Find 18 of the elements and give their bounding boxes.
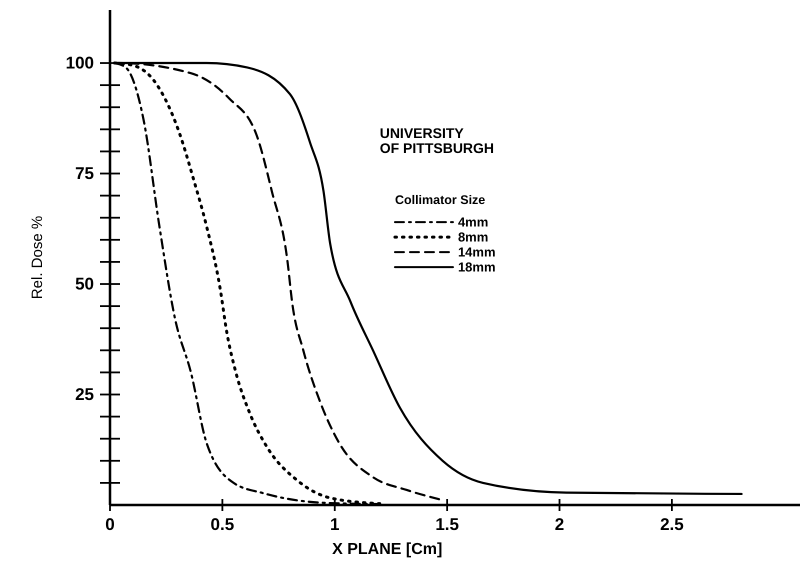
- y-axis-title: Rel. Dose %: [29, 216, 46, 300]
- x-tick-label: 2.5: [660, 515, 684, 534]
- legend-label: 4mm: [458, 214, 488, 230]
- y-tick-label: 50: [75, 274, 94, 294]
- x-tick-label: 0.5: [210, 515, 234, 534]
- x-axis-title: X PLANE [Cm]: [332, 541, 442, 558]
- x-tick-label: 0: [105, 515, 115, 534]
- legend-label: 14mm: [458, 244, 496, 260]
- legend-label: 18mm: [458, 260, 496, 275]
- annotation: UNIVERSITY OF PITTSBURGH: [380, 125, 494, 156]
- legend-label: 8mm: [458, 230, 488, 245]
- y-tick-label: 75: [75, 164, 94, 183]
- x-tick-label: 1: [330, 515, 340, 534]
- y-tick-label: 25: [75, 384, 94, 404]
- legend-title: Collimator Size: [394, 193, 486, 208]
- x-tick-label: 1.5: [435, 515, 459, 534]
- y-tick-label: 100: [66, 53, 94, 72]
- x-tick-label: 2: [554, 515, 564, 534]
